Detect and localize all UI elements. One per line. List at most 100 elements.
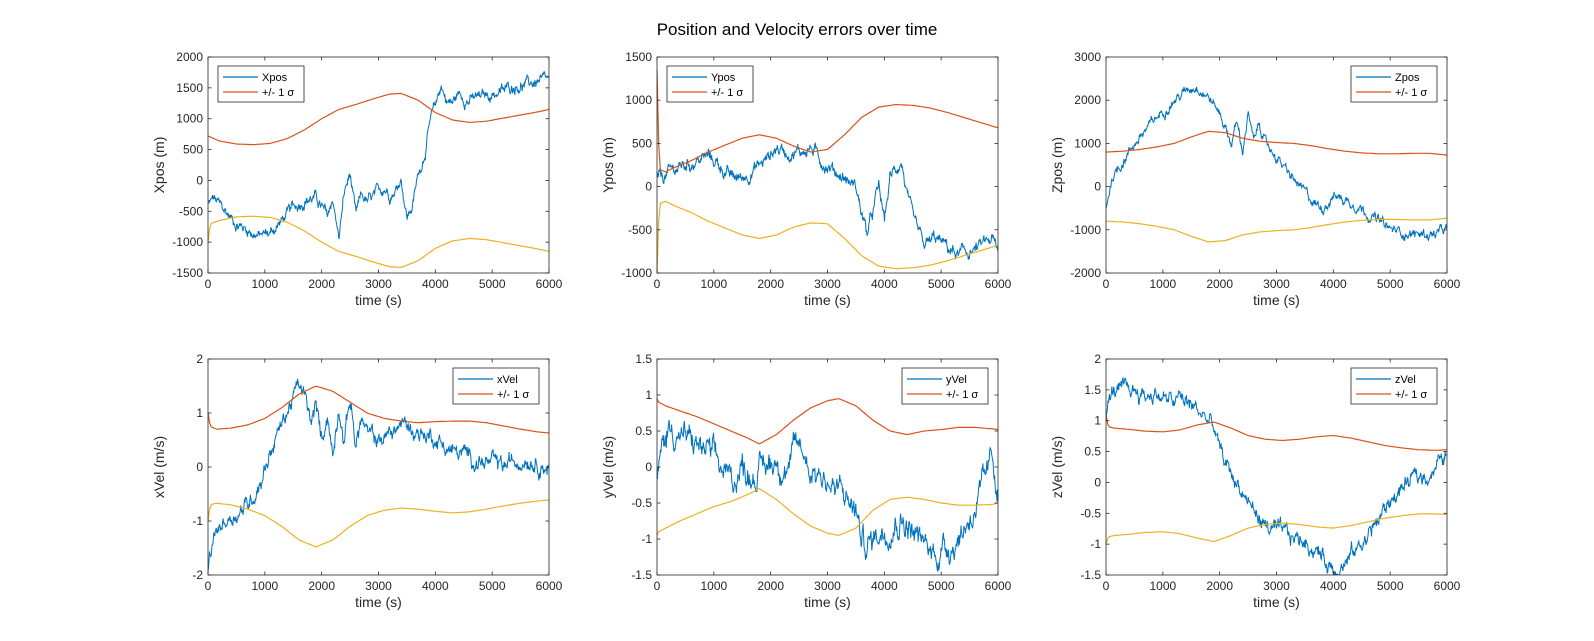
xpos-ytick-label: -1500 (172, 266, 203, 280)
yvel-ytick-label: -1 (641, 532, 652, 546)
yvel-legend-label: yVel (946, 374, 967, 386)
ypos-ytick-label: 0 (645, 180, 652, 194)
zvel-minus-sigma-line (1106, 513, 1447, 545)
zvel-ytick-label: -1 (1090, 537, 1101, 551)
xpos-minus-sigma-line (208, 215, 549, 269)
ypos-xtick-label: 1000 (700, 277, 727, 291)
xvel-xlabel: time (s) (355, 594, 402, 610)
yvel-xtick-label: 0 (654, 579, 661, 593)
ypos-xtick-label: 4000 (871, 277, 898, 291)
xpos-ytick-label: 0 (196, 173, 203, 187)
zvel-plus-sigma-line (1106, 414, 1447, 451)
xvel-xtick-label: 2000 (308, 579, 335, 593)
yvel-ytick-label: 0.5 (635, 424, 652, 438)
zvel-xtick-label: 5000 (1377, 579, 1404, 593)
ypos-series-group (657, 69, 998, 273)
zpos-ytick-label: 3000 (1074, 50, 1101, 64)
xpos-legend-label: +/- 1 σ (262, 87, 294, 99)
zvel-xlabel: time (s) (1253, 594, 1300, 610)
xpos-ytick-label: -1000 (172, 235, 203, 249)
xvel-plus-sigma-line (208, 385, 549, 434)
ypos-xtick-label: 6000 (985, 277, 1012, 291)
zpos-series-group (1106, 86, 1447, 243)
xvel-ytick-label: -2 (192, 568, 203, 582)
xpos-legend-label: Xpos (262, 72, 288, 84)
ypos-legend-label: Ypos (711, 72, 736, 84)
zpos-ytick-label: -1000 (1070, 223, 1101, 237)
zvel-ytick-label: 1 (1094, 414, 1101, 428)
xpos-series-group (208, 70, 549, 269)
ypos-ytick-label: 1500 (625, 50, 652, 64)
yvel-xtick-label: 6000 (985, 579, 1012, 593)
zvel-ytick-label: 0 (1094, 475, 1101, 489)
yvel-xtick-label: 5000 (928, 579, 955, 593)
zpos-xtick-label: 4000 (1320, 277, 1347, 291)
yvel-series-group (657, 398, 998, 572)
zpos-legend-box (1350, 65, 1438, 103)
zpos-legend: Zpos +/- 1 σ (1350, 65, 1438, 103)
yvel-ytick-label: 1 (645, 388, 652, 402)
zvel-estimate-error-line (1106, 377, 1447, 575)
subplot-zpos: 0 1000 2000 3000 4000 5000 6000 -2000 -1000 0 1000… (1049, 50, 1461, 308)
subplot-xvel: 0 1000 2000 3000 4000 5000 6000 -2 -1 0 1 2 time (s)… (151, 352, 563, 610)
xpos-legend-box (217, 65, 305, 103)
xpos-ytick-label: 2000 (176, 50, 203, 64)
xpos-xtick-label: 3000 (365, 277, 392, 291)
zvel-legend-label: +/- 1 σ (1395, 389, 1427, 401)
xpos-xtick-label: 4000 (422, 277, 449, 291)
ypos-legend-label: +/- 1 σ (711, 87, 743, 99)
xvel-xtick-label: 1000 (251, 579, 278, 593)
subplot-zvel: 0 1000 2000 3000 4000 5000 6000 -1.5 -1 -0.5 0 0.5 1… (1049, 352, 1461, 610)
zvel-legend-label: zVel (1395, 374, 1416, 386)
zvel-xtick-label: 1000 (1149, 579, 1176, 593)
yvel-ytick-label: 0 (645, 460, 652, 474)
zvel-xtick-label: 3000 (1263, 579, 1290, 593)
ypos-estimate-error-line (657, 142, 998, 260)
xvel-xtick-label: 6000 (536, 579, 563, 593)
zpos-ytick-label: -2000 (1070, 266, 1101, 280)
zvel-legend: zVel +/- 1 σ (1350, 367, 1438, 405)
yvel-xtick-label: 2000 (757, 579, 784, 593)
ypos-xtick-label: 0 (654, 277, 661, 291)
yvel-legend-label: +/- 1 σ (946, 389, 978, 401)
xpos-xtick-label: 0 (205, 277, 212, 291)
ypos-xtick-label: 2000 (757, 277, 784, 291)
xvel-estimate-error-line (208, 378, 549, 573)
xvel-ytick-label: -1 (192, 514, 203, 528)
xvel-legend: xVel +/- 1 σ (452, 367, 540, 405)
xvel-legend-label: xVel (497, 374, 518, 386)
xpos-legend: Xpos +/- 1 σ (217, 65, 305, 103)
ypos-legend: Ypos +/- 1 σ (666, 65, 754, 103)
zvel-ytick-label: 1.5 (1084, 383, 1101, 397)
yvel-ylabel: yVel (m/s) (600, 436, 616, 498)
ypos-xtick-label: 3000 (814, 277, 841, 291)
xvel-ytick-label: 2 (196, 352, 203, 366)
ypos-ytick-label: -1000 (621, 266, 652, 280)
yvel-xtick-label: 1000 (700, 579, 727, 593)
zpos-minus-sigma-line (1106, 217, 1447, 243)
zpos-ylabel: Zpos (m) (1049, 137, 1065, 193)
zpos-xtick-label: 1000 (1149, 277, 1176, 291)
xpos-xtick-label: 1000 (251, 277, 278, 291)
zpos-ytick-label: 1000 (1074, 136, 1101, 150)
ypos-ylabel: Ypos (m) (600, 137, 616, 193)
zvel-legend-box (1350, 367, 1438, 405)
zvel-ytick-label: 0.5 (1084, 445, 1101, 459)
xvel-ytick-label: 1 (196, 406, 203, 420)
xvel-minus-sigma-line (208, 499, 549, 548)
zpos-xlabel: time (s) (1253, 292, 1300, 308)
subplot-xpos: 0 1000 2000 3000 4000 5000 6000 -1500 -1000 -500 0… (151, 50, 563, 308)
xvel-xtick-label: 3000 (365, 579, 392, 593)
zpos-xtick-label: 6000 (1434, 277, 1461, 291)
xpos-ytick-label: 500 (183, 143, 203, 157)
xvel-xtick-label: 5000 (479, 579, 506, 593)
yvel-xtick-label: 3000 (814, 579, 841, 593)
zpos-legend-label: Zpos (1395, 72, 1420, 84)
zpos-xtick-label: 3000 (1263, 277, 1290, 291)
ypos-xtick-label: 5000 (928, 277, 955, 291)
xvel-ylabel: xVel (m/s) (151, 436, 167, 498)
yvel-xlabel: time (s) (804, 594, 851, 610)
xpos-ytick-label: 1500 (176, 81, 203, 95)
zvel-ytick-label: 2 (1094, 352, 1101, 366)
